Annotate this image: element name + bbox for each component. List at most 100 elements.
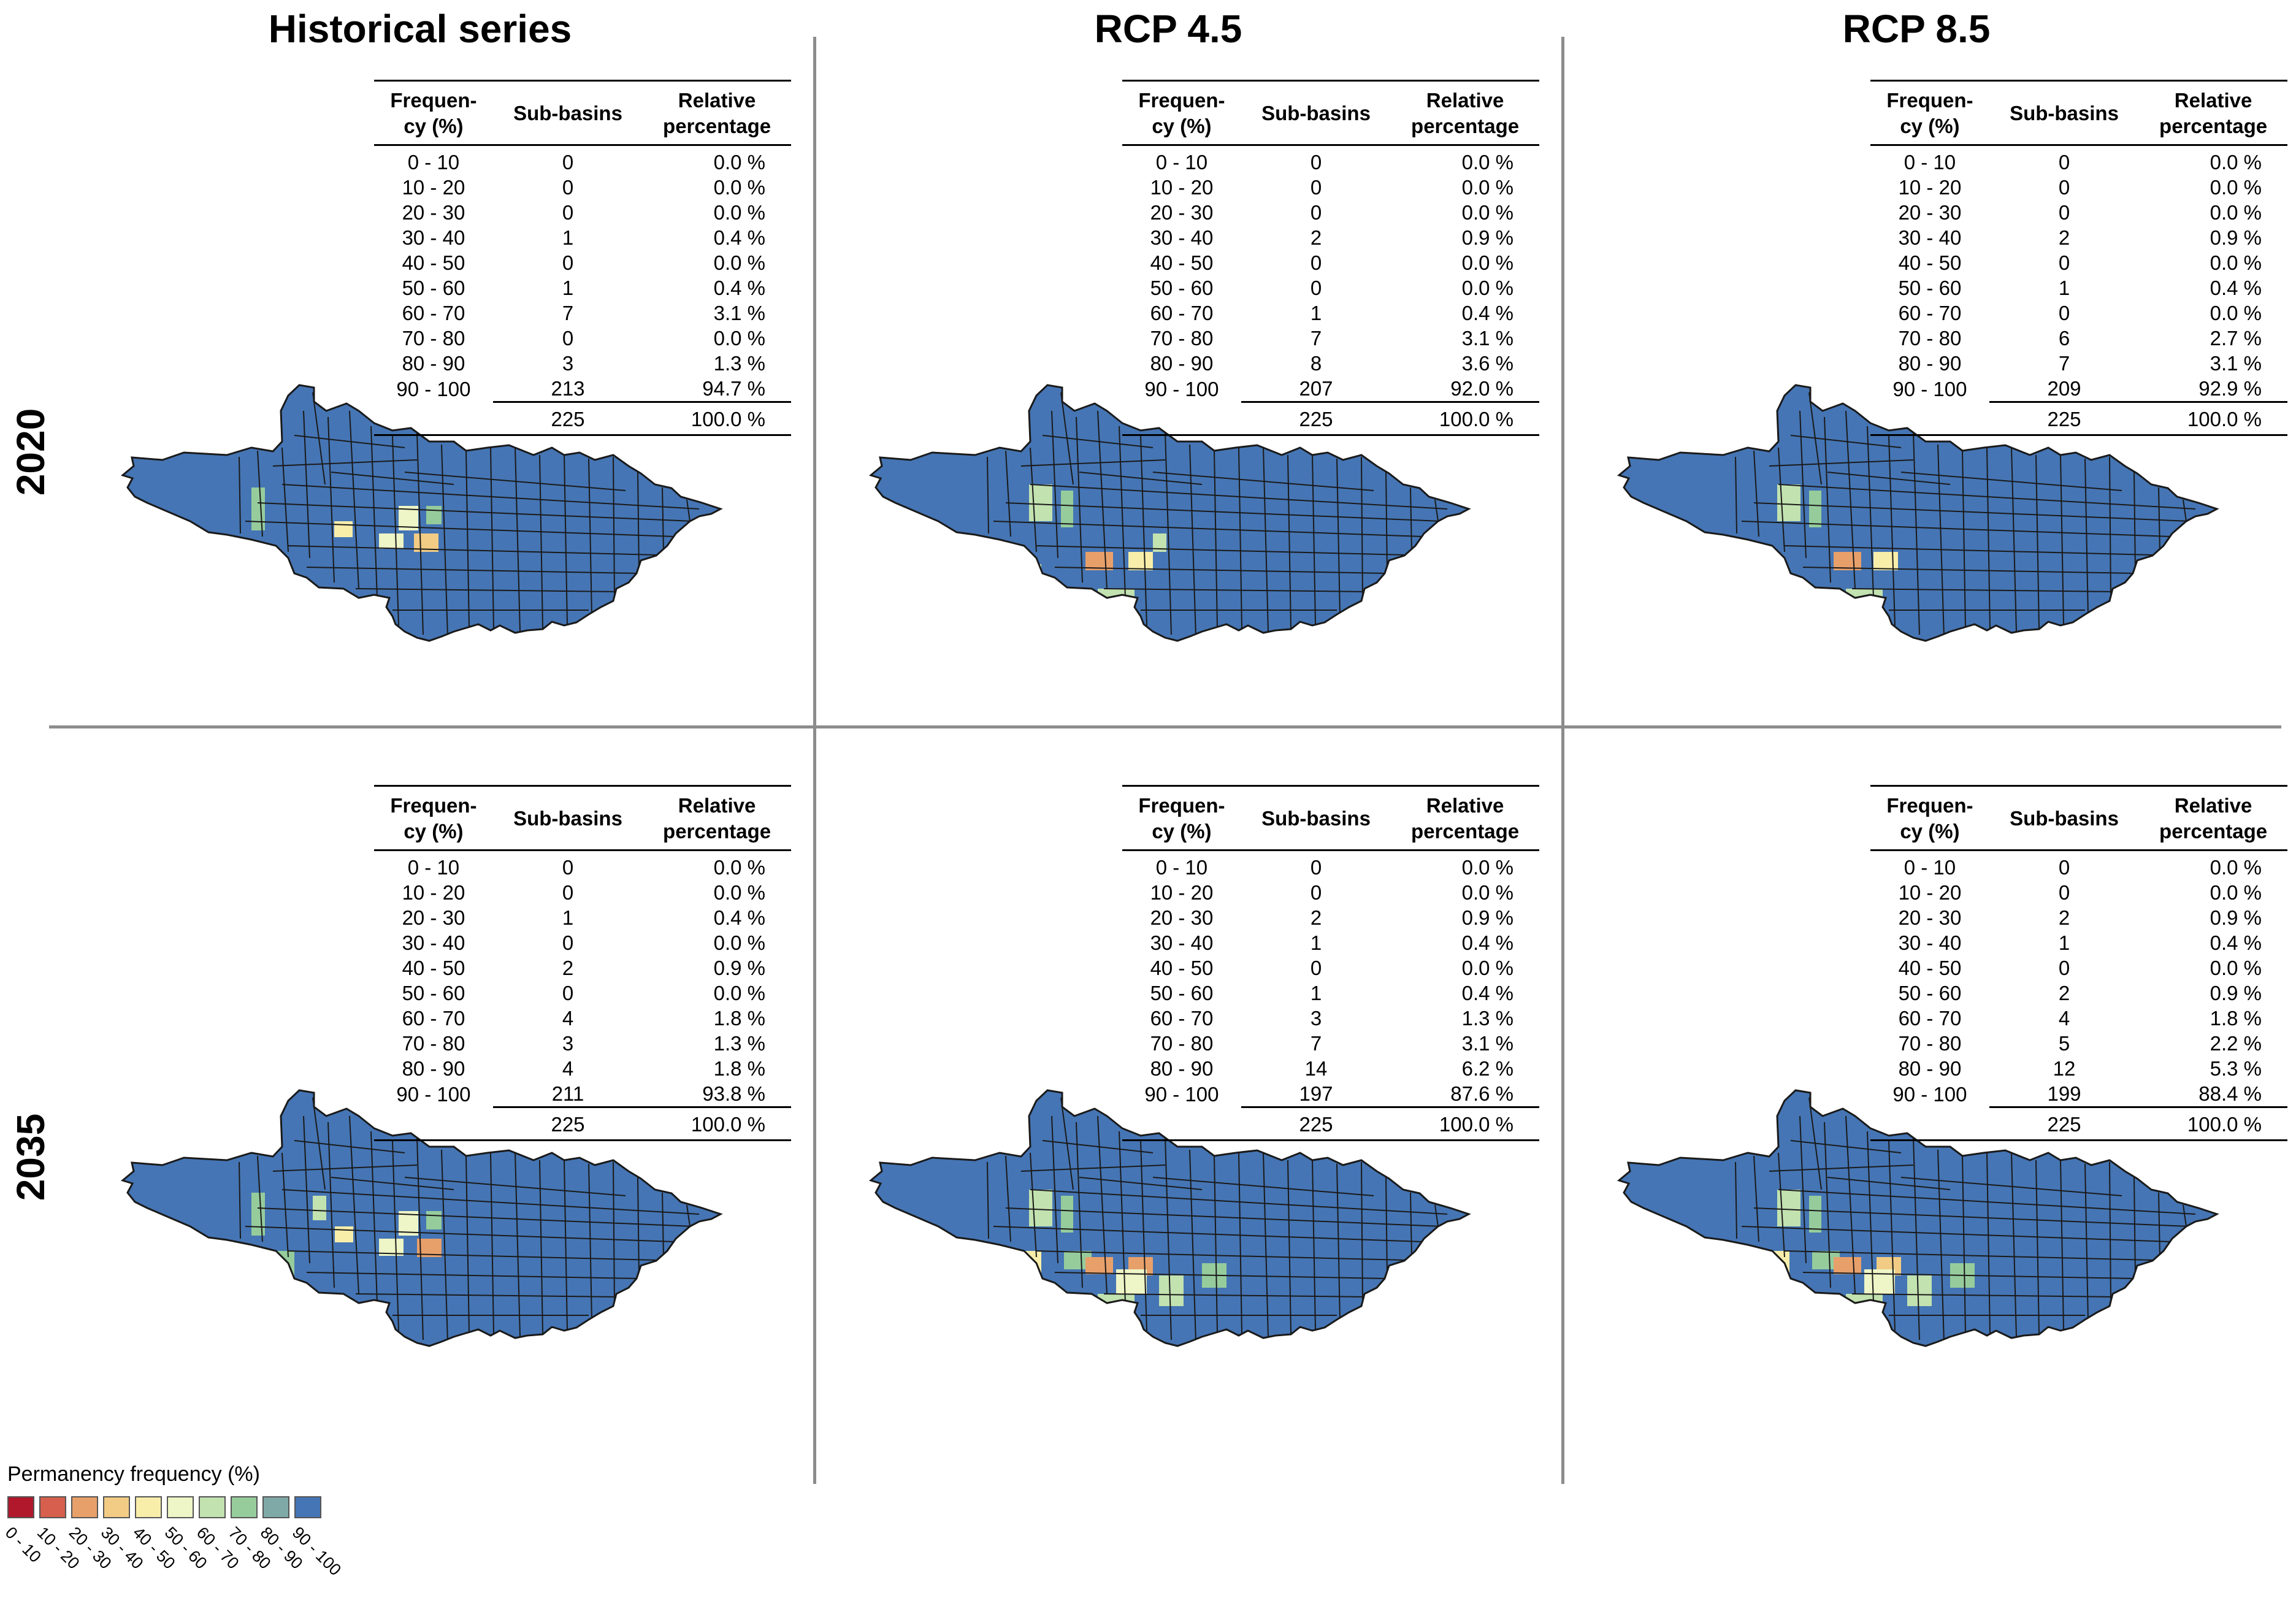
sub-basin-boundary [637,1177,640,1279]
sub-basin-highlight [1128,552,1153,570]
sub-basin-boundary [1802,1272,2135,1279]
table-row: 90 - 100 213 94.7 % [374,376,791,402]
total-percentage: 100.0 % [1391,1106,1539,1141]
frequency-class: 90 - 100 [396,1082,471,1106]
frequency-class: 70 - 80 [1150,327,1214,350]
relative-percentage: 87.6 % [1450,1082,1513,1105]
relative-percentage: 0.0 % [1461,151,1513,174]
sub-basin-boundary [441,444,448,637]
sub-basin-boundary [564,1160,568,1330]
relative-percentage: 2.7 % [2210,327,2262,350]
table-row: 0 - 10 0 0.0 % [1870,145,2287,175]
frequency-class: 0 - 10 [1155,856,1208,879]
basin-area [871,1090,1469,1346]
relative-percentage: 94.7 % [702,377,765,400]
subbasin-count: 1 [1310,302,1322,324]
sub-basin-boundary [1900,1177,2122,1196]
frequency-class: 30 - 40 [402,931,465,954]
sub-basin-boundary [288,545,657,556]
sub-basin-highlight [334,521,353,537]
relative-header: Relative percentage [1391,785,1539,851]
basin-map [120,1089,723,1347]
sub-basin-boundary [1079,472,1203,485]
divider-horizontal [49,725,2281,728]
sub-basin-boundary [1238,447,1242,629]
sub-basin-boundary [1824,1122,1831,1288]
sub-basin-boundary [355,1293,620,1298]
table-row: 90 - 100 199 88.4 % [1870,1081,2287,1107]
subbasin-count: 0 [1310,277,1322,299]
sub-basin-boundary [1900,472,2122,491]
relative-percentage: 0.0 % [2210,251,2262,274]
frequency-table: Frequen-cy (%) Sub-basins Relative percenta… [374,80,791,436]
table-row: 40 - 50 0 0.0 % [1122,250,1539,275]
subbasin-count: 0 [562,856,574,879]
table-row: 20 - 30 0 0.0 % [374,200,791,225]
sub-basin-highlight [1846,1294,1883,1325]
table-row: 0 - 10 0 0.0 % [374,145,791,175]
table-row: 10 - 20 0 0.0 % [1122,880,1539,905]
legend: Permanency frequency (%) 0 - 10 10 - 20 20… [2,1462,345,1598]
sub-basin-highlight [1017,564,1041,587]
frequency-class: 80 - 90 [402,1057,465,1080]
frequency-class: 80 - 90 [1150,1057,1214,1080]
relative-percentage: 0.0 % [1461,176,1513,199]
basin-map [868,1089,1471,1347]
sub-basin-boundary [294,1140,405,1153]
sub-basin-boundary [1741,1226,2172,1242]
relative-header: Relative percentage [643,785,791,851]
sub-basin-boundary [1784,1250,2153,1261]
table-row: 0 - 10 0 0.0 % [1122,851,1539,881]
subbasin-count: 1 [1310,931,1322,954]
panel-historical-2020: Frequen-cy (%) Sub-basins Relative percenta… [25,18,791,717]
table-row: 90 - 100 207 92.0 % [1122,376,1539,402]
sub-basin-boundary [1079,1177,1203,1190]
table-row: 50 - 60 0 0.0 % [374,981,791,1006]
sub-basin-boundary [1867,1131,1874,1304]
relative-percentage: 0.0 % [713,856,765,879]
frequency-class: 60 - 70 [1898,302,1962,324]
subbasin-count: 7 [2058,352,2070,375]
relative-percentage: 0.0 % [2210,302,2262,324]
subbasin-count: 0 [2058,251,2070,274]
sub-basin-boundary [490,1152,494,1334]
legend-swatches [7,1496,321,1518]
sub-basin-highlight [1098,1294,1135,1325]
sub-basin-boundary [465,1155,470,1334]
sub-basin-boundary [2011,1152,2017,1337]
subbasin-count: 4 [562,1057,574,1080]
table-row: 40 - 50 0 0.0 % [1870,955,2287,981]
subbasin-count: 199 [2047,1082,2081,1105]
table-row: 10 - 20 0 0.0 % [1870,175,2287,200]
sub-basin-boundary [1336,1163,1341,1322]
sub-basin-boundary [1888,1140,1896,1331]
relative-percentage: 1.8 % [713,1057,765,1080]
subbasin-count: 0 [562,151,574,174]
legend-swatch [231,1496,258,1518]
legend-swatch [167,1496,194,1518]
sub-basin-highlight [1085,1257,1113,1274]
total-row: 225 100.0 % [1122,1106,1539,1141]
subbasin-count: 1 [562,906,574,929]
frequency-class: 10 - 20 [402,176,465,199]
table-row: 80 - 90 8 3.6 % [1122,351,1539,376]
sub-basin-boundary [331,472,454,485]
sub-basin-boundary [1020,459,1166,467]
column-title-rcp85: RCP 8.5 [1842,7,1991,51]
sub-basin-boundary [993,1226,1423,1242]
frequency-class: 40 - 50 [1150,251,1214,274]
table-row: 70 - 80 3 1.3 % [374,1031,791,1056]
freq-header: Frequen-cy (%) [374,785,493,851]
sub-basin-boundary [239,1161,241,1239]
frequency-class: 90 - 100 [1144,1082,1219,1106]
sub-basin-highlight [335,1226,353,1242]
subbasin-count: 2 [2058,982,2070,1004]
subbasin-count: 0 [2058,151,2070,174]
sub-basin-boundary [1784,545,2153,556]
sub-basin-boundary [1076,416,1083,583]
sub-basin-boundary [404,1177,626,1196]
panel-rcp45-2020: Frequen-cy (%) Sub-basins Relative percenta… [773,18,1539,717]
sub-basin-boundary [1042,435,1154,448]
table-row: 40 - 50 0 0.0 % [1870,250,2287,275]
sub-basin-boundary [1790,1140,1902,1153]
